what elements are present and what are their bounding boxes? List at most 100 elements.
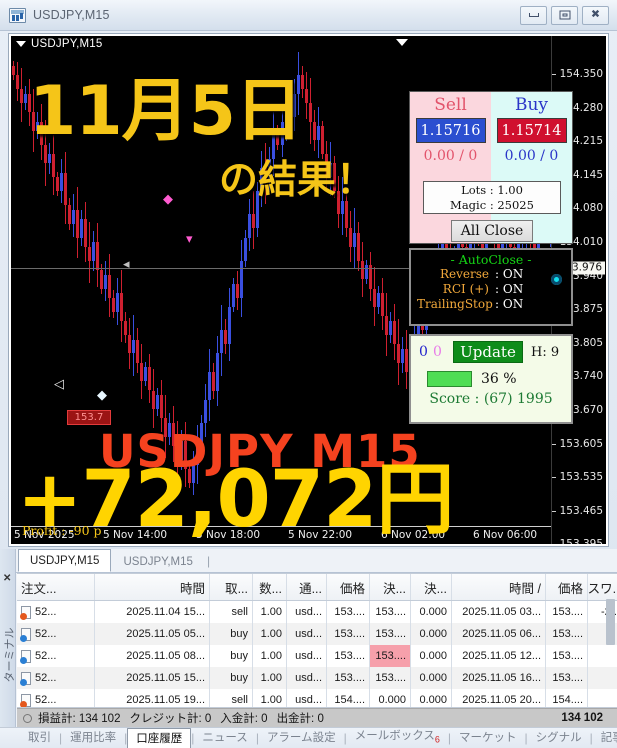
table-header-cell[interactable]: 決... — [370, 574, 411, 600]
buy-column: Buy 1.15714 0.00 / 0 — [491, 92, 572, 243]
table-cell-text: 52... — [35, 694, 57, 706]
table-header-cell[interactable]: 通... — [287, 574, 327, 600]
restore-button[interactable] — [551, 5, 578, 25]
bottom-tab-label: メールボックス — [354, 730, 435, 743]
table-row[interactable]: 52... 2025.11.05 15... buy 1.00 usd... 153...… — [17, 667, 617, 689]
table-header-cell[interactable]: スワ... — [588, 574, 617, 600]
minimize-button[interactable] — [520, 5, 547, 25]
bottom-tab-2[interactable]: 口座履歴 — [127, 728, 192, 748]
time-axis-label: 5 Nov 22:00 — [288, 529, 353, 541]
table-row[interactable]: 52... 2025.11.05 19... sell 1.00 usd... 154..… — [17, 689, 617, 707]
table-header-cell[interactable]: 価格 — [546, 574, 588, 600]
table-cell: sell — [210, 689, 253, 707]
table-cell: 0 — [588, 689, 617, 707]
table-header-row: 注文...時間取...数...通...価格決...決...時間 /価格スワ...… — [17, 574, 617, 601]
autoclose-value: : ON — [495, 282, 524, 296]
autoclose-row: RCI (+) : ON — [411, 282, 571, 297]
lots-magic-box[interactable]: Lots : 1.00 Magic : 25025 — [423, 181, 561, 214]
window-controls: ✖ — [520, 5, 617, 25]
score-panel[interactable]: 0 0 Update H: 9 36 % Score : (67) 1995 — [409, 334, 573, 424]
table-cell: 2025.11.05 03... — [452, 601, 546, 623]
tab-usdjpy-m15-1[interactable]: USDJPY,M15 — [18, 549, 112, 572]
time-axis[interactable]: 5 Nov 2025 5 Nov 14:00 5 Nov 18:00 5 Nov 22… — [11, 526, 551, 544]
table-cell: 1.00 — [253, 601, 287, 623]
update-button[interactable]: Update — [453, 341, 523, 363]
time-axis-label: 5 Nov 2025 — [14, 529, 75, 541]
order-sell-icon — [20, 605, 31, 620]
bottom-tab-8[interactable]: 記事 — [593, 728, 617, 748]
price-axis-tick — [552, 74, 556, 75]
table-header-cell[interactable]: 取... — [210, 574, 253, 600]
table-cell: 153.... — [327, 645, 370, 667]
table-cell: 0.000 — [411, 645, 452, 667]
trade-panel[interactable]: Sell 1.15716 0.00 / 0 Buy 1.15714 0.00 /… — [409, 91, 573, 244]
arrow-marker-icon: ◆ — [97, 387, 107, 402]
table-cell: 153.... — [327, 667, 370, 689]
status-led-icon[interactable] — [551, 274, 562, 285]
tab-separator: | — [206, 554, 211, 568]
bottom-tab-3[interactable]: ニュース — [194, 728, 255, 748]
table-header-cell[interactable]: 時間 / — [452, 574, 546, 600]
bottom-tab-6[interactable]: マーケット — [451, 728, 525, 748]
terminal-sidebar: ✕ ターミナル — [0, 549, 16, 731]
bottom-tab-label: アラーム設定 — [266, 732, 336, 744]
bottom-tab-0[interactable]: 取引 — [20, 728, 59, 748]
table-header-cell[interactable]: 決... — [411, 574, 452, 600]
table-cell: 2025.11.05 05... — [95, 623, 210, 645]
bottom-tab-label: 取引 — [28, 732, 51, 744]
summary-right-total: 134 102 — [561, 712, 603, 724]
bottom-tab-label: 口座履歴 — [136, 732, 183, 745]
vertical-scrollbar[interactable] — [606, 599, 615, 645]
time-axis-label: 6 Nov 02:00 — [381, 529, 446, 541]
chart-collapse-icon[interactable] — [396, 39, 408, 46]
buy-stats: 0.00 / 0 — [504, 148, 559, 164]
table-row[interactable]: 52... 2025.11.05 05... buy 1.00 usd... 153...… — [17, 623, 617, 645]
table-row[interactable]: 52... 2025.11.05 08... buy 1.00 usd... 153...… — [17, 645, 617, 667]
chart-canvas[interactable]: USDJPY,M15 153.7 ◆ ▾ ◁ ◆ ◂ 11月5日 の結果！ US… — [11, 36, 606, 544]
table-cell: usd... — [287, 689, 327, 707]
table-cell: 153.... — [370, 645, 411, 667]
autoclose-key: TrailingStop — [417, 297, 493, 311]
arrow-marker-icon: ▾ — [186, 231, 193, 246]
table-row[interactable]: 52... 2025.11.04 15... sell 1.00 usd... 153..… — [17, 601, 617, 623]
order-sell-icon — [20, 693, 31, 707]
sell-price-button[interactable]: 1.15716 — [415, 118, 486, 143]
table-cell-text: 52... — [35, 650, 57, 662]
close-button[interactable]: ✖ — [582, 5, 609, 25]
all-close-button[interactable]: All Close — [451, 220, 533, 242]
table-cell: 0.000 — [411, 689, 452, 707]
lots-value: Lots : 1.00 — [461, 183, 523, 197]
table-cell: 0.000 — [411, 623, 452, 645]
order-buy-icon — [20, 627, 31, 642]
table-header-cell[interactable]: 価格 — [327, 574, 370, 600]
bottom-tab-7[interactable]: シグナル — [528, 728, 590, 748]
terminal-vertical-label: ターミナル — [4, 627, 16, 683]
bottom-tab-4[interactable]: アラーム設定 — [259, 728, 344, 748]
bottom-tab-label: 記事 — [600, 732, 617, 744]
table-cell: sell — [210, 601, 253, 623]
table-cell: 153.... — [370, 601, 411, 623]
chevron-down-icon[interactable] — [16, 41, 26, 47]
table-cell: 153.... — [370, 667, 411, 689]
close-icon[interactable]: ✕ — [3, 573, 12, 584]
bottom-tab-5[interactable]: メールボックス6 — [347, 728, 448, 748]
table-header-cell[interactable]: 注文... — [17, 574, 95, 600]
tab-separator: | — [255, 731, 259, 745]
table-header-cell[interactable]: 数... — [253, 574, 287, 600]
table-cell: 52... — [17, 645, 95, 667]
tab-separator: | — [191, 731, 195, 745]
tab-usdjpy-m15-2[interactable]: USDJPY,M15 — [123, 556, 193, 568]
table-cell: usd... — [287, 645, 327, 667]
autoclose-row: TrailingStop : ON — [411, 297, 571, 312]
table-cell: 154.... — [327, 689, 370, 707]
chart-window-icon — [9, 7, 26, 23]
history-table[interactable]: 注文...時間取...数...通...価格決...決...時間 /価格スワ...… — [17, 573, 617, 708]
buy-price-button[interactable]: 1.15714 — [496, 118, 567, 143]
chart-window[interactable]: USDJPY,M15 153.7 ◆ ▾ ◁ ◆ ◂ 11月5日 の結果！ US… — [8, 33, 609, 547]
title-bar: USDJPY,M15 ✖ — [0, 0, 617, 31]
table-header-cell[interactable]: 時間 — [95, 574, 210, 600]
order-buy-icon — [20, 649, 31, 664]
price-axis-label: 153.465 — [559, 504, 603, 517]
bottom-tab-1[interactable]: 運用比率 — [62, 728, 124, 748]
buy-label: Buy — [514, 95, 549, 115]
